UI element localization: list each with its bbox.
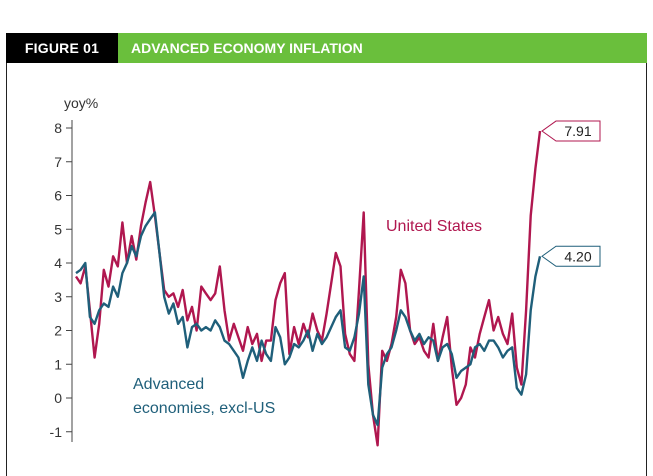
y-tick-label: 0 <box>54 390 62 406</box>
y-tick-label: -1 <box>50 424 63 440</box>
figure-number: FIGURE 01 <box>6 33 118 63</box>
adv-series-label-line1: Advanced <box>133 376 204 393</box>
adv-series-label-line2: economies, excl-US <box>133 400 275 417</box>
us-inflation-line <box>75 130 542 447</box>
y-tick-label: 4 <box>54 255 62 271</box>
y-tick-label: 8 <box>54 120 62 136</box>
adv-end-value: 4.20 <box>564 248 591 264</box>
y-tick-label: 1 <box>54 356 62 372</box>
y-tick-label: 7 <box>54 154 62 170</box>
us-series-label: United States <box>386 218 482 235</box>
y-ticks: 8 7 6 5 4 3 2 1 0 -1 <box>50 120 72 440</box>
series-labels: 7.91 4.20 United States Advanced economies, … <box>133 120 601 417</box>
y-tick-label: 6 <box>54 188 62 204</box>
frame-right-border <box>646 63 647 476</box>
figure-header: FIGURE 01 ADVANCED ECONOMY INFLATION <box>6 33 647 63</box>
series-lines <box>75 130 542 447</box>
us-end-callout <box>541 120 601 142</box>
adv-end-callout <box>541 245 601 267</box>
advanced-economies-line <box>75 211 542 427</box>
y-tick-label: 2 <box>54 323 62 339</box>
figure-title: ADVANCED ECONOMY INFLATION <box>118 33 647 63</box>
us-end-value: 7.91 <box>564 123 591 139</box>
frame-left-border <box>6 63 7 476</box>
y-axis-label: yoy% <box>64 95 98 111</box>
y-tick-label: 3 <box>54 289 62 305</box>
y-tick-label: 5 <box>54 221 62 237</box>
